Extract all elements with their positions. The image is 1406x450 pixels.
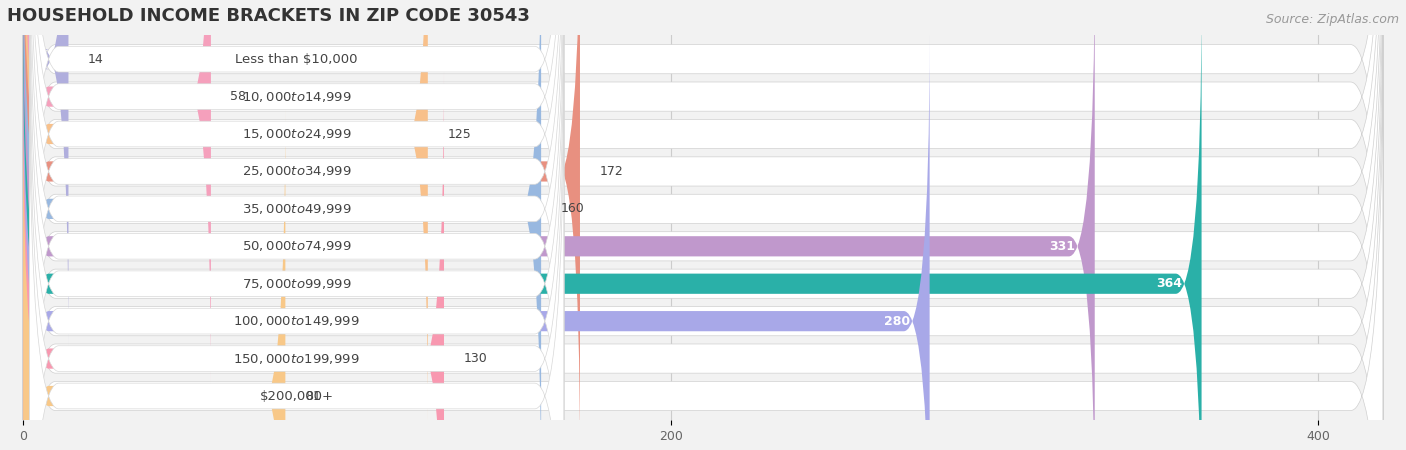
Text: 14: 14 (89, 53, 104, 66)
Text: 331: 331 (1049, 240, 1076, 253)
FancyBboxPatch shape (30, 72, 564, 450)
FancyBboxPatch shape (22, 0, 427, 423)
Text: $150,000 to $199,999: $150,000 to $199,999 (233, 351, 360, 365)
FancyBboxPatch shape (22, 69, 444, 450)
Text: $35,000 to $49,999: $35,000 to $49,999 (242, 202, 352, 216)
FancyBboxPatch shape (30, 0, 564, 450)
Text: $100,000 to $149,999: $100,000 to $149,999 (233, 314, 360, 328)
FancyBboxPatch shape (22, 0, 1384, 450)
Text: 125: 125 (447, 127, 471, 140)
Text: $75,000 to $99,999: $75,000 to $99,999 (242, 277, 352, 291)
FancyBboxPatch shape (30, 35, 564, 450)
Text: Source: ZipAtlas.com: Source: ZipAtlas.com (1265, 14, 1399, 27)
FancyBboxPatch shape (30, 0, 564, 421)
FancyBboxPatch shape (22, 0, 1384, 419)
FancyBboxPatch shape (22, 0, 581, 450)
Text: 130: 130 (464, 352, 486, 365)
FancyBboxPatch shape (22, 107, 285, 450)
FancyBboxPatch shape (30, 0, 564, 450)
Text: $50,000 to $74,999: $50,000 to $74,999 (242, 239, 352, 253)
FancyBboxPatch shape (30, 0, 564, 383)
FancyBboxPatch shape (22, 0, 211, 386)
FancyBboxPatch shape (22, 36, 1384, 450)
FancyBboxPatch shape (30, 0, 564, 450)
Text: Less than $10,000: Less than $10,000 (235, 53, 359, 66)
Text: 58: 58 (231, 90, 246, 103)
FancyBboxPatch shape (30, 0, 564, 450)
Text: $15,000 to $24,999: $15,000 to $24,999 (242, 127, 352, 141)
Text: $25,000 to $34,999: $25,000 to $34,999 (242, 164, 352, 179)
Text: 280: 280 (884, 315, 910, 328)
FancyBboxPatch shape (22, 0, 1095, 450)
Text: HOUSEHOLD INCOME BRACKETS IN ZIP CODE 30543: HOUSEHOLD INCOME BRACKETS IN ZIP CODE 30… (7, 7, 530, 25)
Text: $200,000+: $200,000+ (260, 390, 333, 402)
Text: 172: 172 (599, 165, 623, 178)
Text: 364: 364 (1156, 277, 1182, 290)
FancyBboxPatch shape (22, 0, 1202, 450)
Text: $10,000 to $14,999: $10,000 to $14,999 (242, 90, 352, 104)
FancyBboxPatch shape (22, 0, 1384, 450)
FancyBboxPatch shape (22, 0, 1384, 450)
FancyBboxPatch shape (22, 0, 69, 348)
FancyBboxPatch shape (22, 0, 541, 450)
FancyBboxPatch shape (22, 0, 1384, 450)
FancyBboxPatch shape (30, 0, 564, 450)
FancyBboxPatch shape (30, 0, 564, 450)
FancyBboxPatch shape (22, 0, 1384, 450)
Text: 160: 160 (561, 202, 585, 216)
FancyBboxPatch shape (22, 0, 1384, 450)
FancyBboxPatch shape (22, 32, 929, 450)
Text: 81: 81 (305, 390, 321, 402)
FancyBboxPatch shape (22, 0, 1384, 450)
FancyBboxPatch shape (22, 0, 1384, 450)
